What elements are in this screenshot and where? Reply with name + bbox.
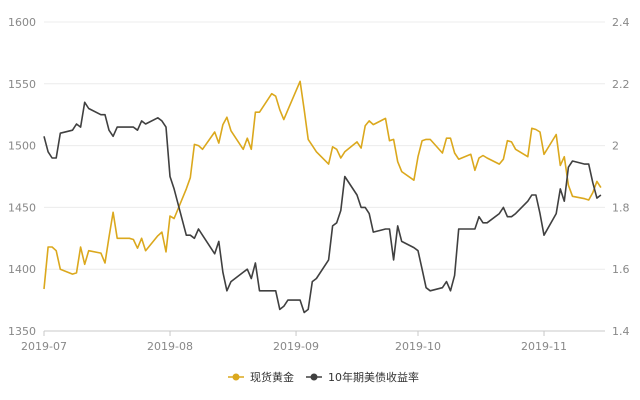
- y-axis-right: 1.4 1.6 1.8 2 2.2 2.4: [612, 16, 630, 338]
- legend-label-gold: 现货黄金: [250, 370, 294, 384]
- y-left-tick-label: 1600: [8, 16, 36, 29]
- x-tick-label: 2019-07: [21, 340, 67, 353]
- y-right-tick-label: 2.4: [612, 16, 630, 29]
- y-left-tick-label: 1400: [8, 263, 36, 276]
- y-left-tick-label: 1550: [8, 78, 36, 91]
- x-tick-label: 2019-11: [521, 340, 567, 353]
- x-tick-label: 2019-08: [147, 340, 193, 353]
- y-right-tick-label: 1.4: [612, 325, 630, 338]
- y-left-tick-label: 1500: [8, 140, 36, 153]
- legend-item-gold[interactable]: 现货黄金: [228, 370, 294, 384]
- y-right-tick-label: 1.6: [612, 263, 630, 276]
- series-line-yield: [43, 101, 602, 314]
- legend-label-yield: 10年期美债收益率: [328, 370, 419, 384]
- y-right-tick-label: 2: [612, 140, 619, 153]
- x-tick-label: 2019-10: [395, 340, 441, 353]
- legend-item-yield[interactable]: 10年期美债收益率: [306, 370, 419, 384]
- legend: 现货黄金 10年期美债收益率: [228, 370, 419, 384]
- y-left-tick-label: 1450: [8, 201, 36, 214]
- x-tick-label: 2019-09: [273, 340, 319, 353]
- gridlines: [44, 21, 605, 332]
- y-right-tick-label: 2.2: [612, 78, 630, 91]
- y-axis-left: 1350 1400 1450 1500 1550 1600: [8, 16, 36, 338]
- y-right-tick-label: 1.8: [612, 201, 630, 214]
- series-layer: [43, 80, 602, 314]
- y-left-tick-label: 1350: [8, 325, 36, 338]
- x-axis: 2019-07 2019-08 2019-09 2019-10 2019-11: [21, 331, 567, 353]
- series-line-gold: [43, 80, 602, 290]
